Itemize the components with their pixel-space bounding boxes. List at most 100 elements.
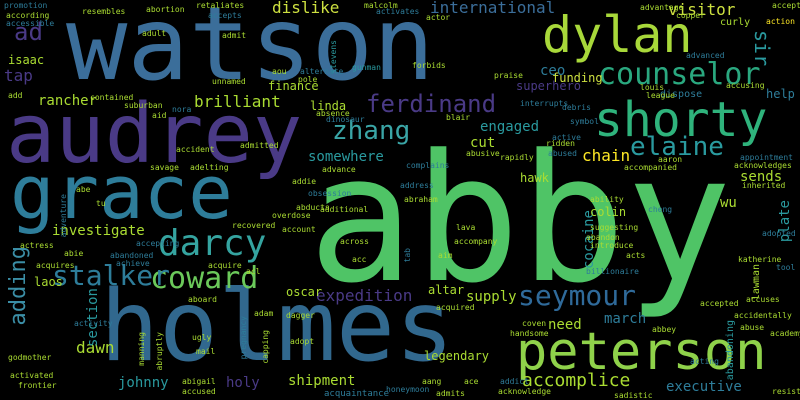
word-acl: acl <box>246 267 261 276</box>
word-complains: complains <box>406 161 450 170</box>
word-alternate: alternate <box>300 67 344 76</box>
word-acc: acc <box>352 255 367 264</box>
word-appointment: appointment <box>740 153 793 162</box>
word-abuse: abuse <box>740 323 765 332</box>
word-ugly: ugly <box>192 333 212 342</box>
word-elaine: elaine <box>630 132 724 162</box>
word-ceo: ceo <box>540 63 566 79</box>
word-contained: contained <box>90 93 134 102</box>
word-manning: manning <box>137 332 146 366</box>
word-rapidly: rapidly <box>500 153 534 162</box>
word-additional: additional <box>320 205 369 214</box>
word-need: need <box>548 317 582 333</box>
word-activated: activated <box>10 371 54 380</box>
word-dawn: dawn <box>76 338 115 357</box>
word-account: account <box>282 225 316 234</box>
word-dislike: dislike <box>272 0 340 17</box>
word-shipment: shipment <box>288 373 356 389</box>
word-accepted: accepted <box>700 299 739 308</box>
word-curly: curly <box>720 17 751 28</box>
word-funding: funding <box>552 71 603 85</box>
word-isaac: isaac <box>8 53 45 67</box>
word-ability: ability <box>590 195 624 204</box>
word-watson: watson <box>66 0 435 104</box>
word-engaged: engaged <box>480 119 540 135</box>
word-abruptly: abruptly <box>155 332 164 371</box>
word-international: international <box>430 0 556 17</box>
word-acquired: acquired <box>436 303 475 312</box>
word-absence: absence <box>316 109 350 118</box>
word-forbids: forbids <box>412 61 446 70</box>
word-superhero: superhero <box>516 79 582 93</box>
word-acknowledge: acknowledge <box>498 387 551 396</box>
word-aim: aim <box>438 251 453 260</box>
word-abandon: abandon <box>586 233 620 242</box>
word-tool: tool <box>776 263 796 272</box>
word-academy: academy <box>770 329 800 338</box>
word-hawk: hawk <box>520 171 549 185</box>
word-march: march <box>604 311 647 327</box>
word-sends: sends <box>740 169 783 185</box>
word-adopted: adopted <box>762 229 796 238</box>
word-lava: lava <box>456 223 476 232</box>
word-suburban: suburban <box>124 101 163 110</box>
word-aang: aang <box>422 377 442 386</box>
word-rancher: rancher <box>38 93 98 109</box>
word-somewhere: somewhere <box>308 149 384 165</box>
word-peterson: peterson <box>516 322 767 382</box>
word-accuses: accuses <box>746 295 780 304</box>
word-shorty: shorty <box>594 92 768 148</box>
word-coward: coward <box>150 261 259 296</box>
word-capping: capping <box>261 330 270 364</box>
word-cheng: cheng <box>648 205 673 214</box>
word-oscar: oscar <box>286 285 323 299</box>
word-adelting: adelting <box>190 163 229 172</box>
word-holy: holy <box>226 375 260 391</box>
word-brilliant: brilliant <box>194 92 281 111</box>
word-resembles: resembles <box>82 7 126 16</box>
word-activity: activity <box>74 319 113 328</box>
word-abandoned: abandoned <box>110 251 154 260</box>
word-colin: colin <box>590 205 627 219</box>
word-sir: sir <box>750 30 774 67</box>
word-overdose: overdose <box>272 211 311 220</box>
word-according: according <box>6 11 50 20</box>
word-katherine: katherine <box>738 255 782 264</box>
word-abused: abused <box>548 149 577 158</box>
word-savage: savage <box>150 163 179 172</box>
word-dinosaur: dinosaur <box>326 115 365 124</box>
word-abraham: abraham <box>404 195 438 204</box>
word-adding: adding <box>6 246 31 326</box>
word-altar: altar <box>428 283 465 297</box>
word-abusive: abusive <box>466 149 500 158</box>
word-counselor: counselor <box>598 57 761 92</box>
word-stalker: stalker <box>52 259 171 292</box>
word-johnny: johnny <box>118 375 169 391</box>
word-seymour: seymour <box>518 279 637 312</box>
word-accusing: accusing <box>726 81 765 90</box>
word-unnamed: unnamed <box>212 77 246 86</box>
word-expedition: expedition <box>316 286 413 305</box>
word-laos: laos <box>34 275 63 289</box>
word-gunman: gunman <box>352 63 381 72</box>
word-accidentally: accidentally <box>734 311 792 320</box>
word-actor: actor <box>426 13 451 22</box>
word-wu: wu <box>720 195 737 211</box>
word-billionaire: billionaire <box>586 267 639 276</box>
word-introduce: introduce <box>590 241 634 250</box>
word-section: section <box>85 288 101 348</box>
word-acknowledges: acknowledges <box>734 161 792 170</box>
word-coven: coven <box>522 319 547 328</box>
word-linda: linda <box>310 99 347 113</box>
word-zhang: zhang <box>332 116 411 146</box>
word-adopt: adopt <box>290 337 315 346</box>
word-activates: activates <box>376 7 420 16</box>
word-chain: chain <box>582 146 631 165</box>
word-resist: resist <box>772 387 800 396</box>
word-godmother: godmother <box>8 353 52 362</box>
word-admitted: admitted <box>240 141 279 150</box>
word-abigail: abigail <box>182 377 216 386</box>
word-ridden: ridden <box>546 139 575 148</box>
word-actress: actress <box>20 241 54 250</box>
